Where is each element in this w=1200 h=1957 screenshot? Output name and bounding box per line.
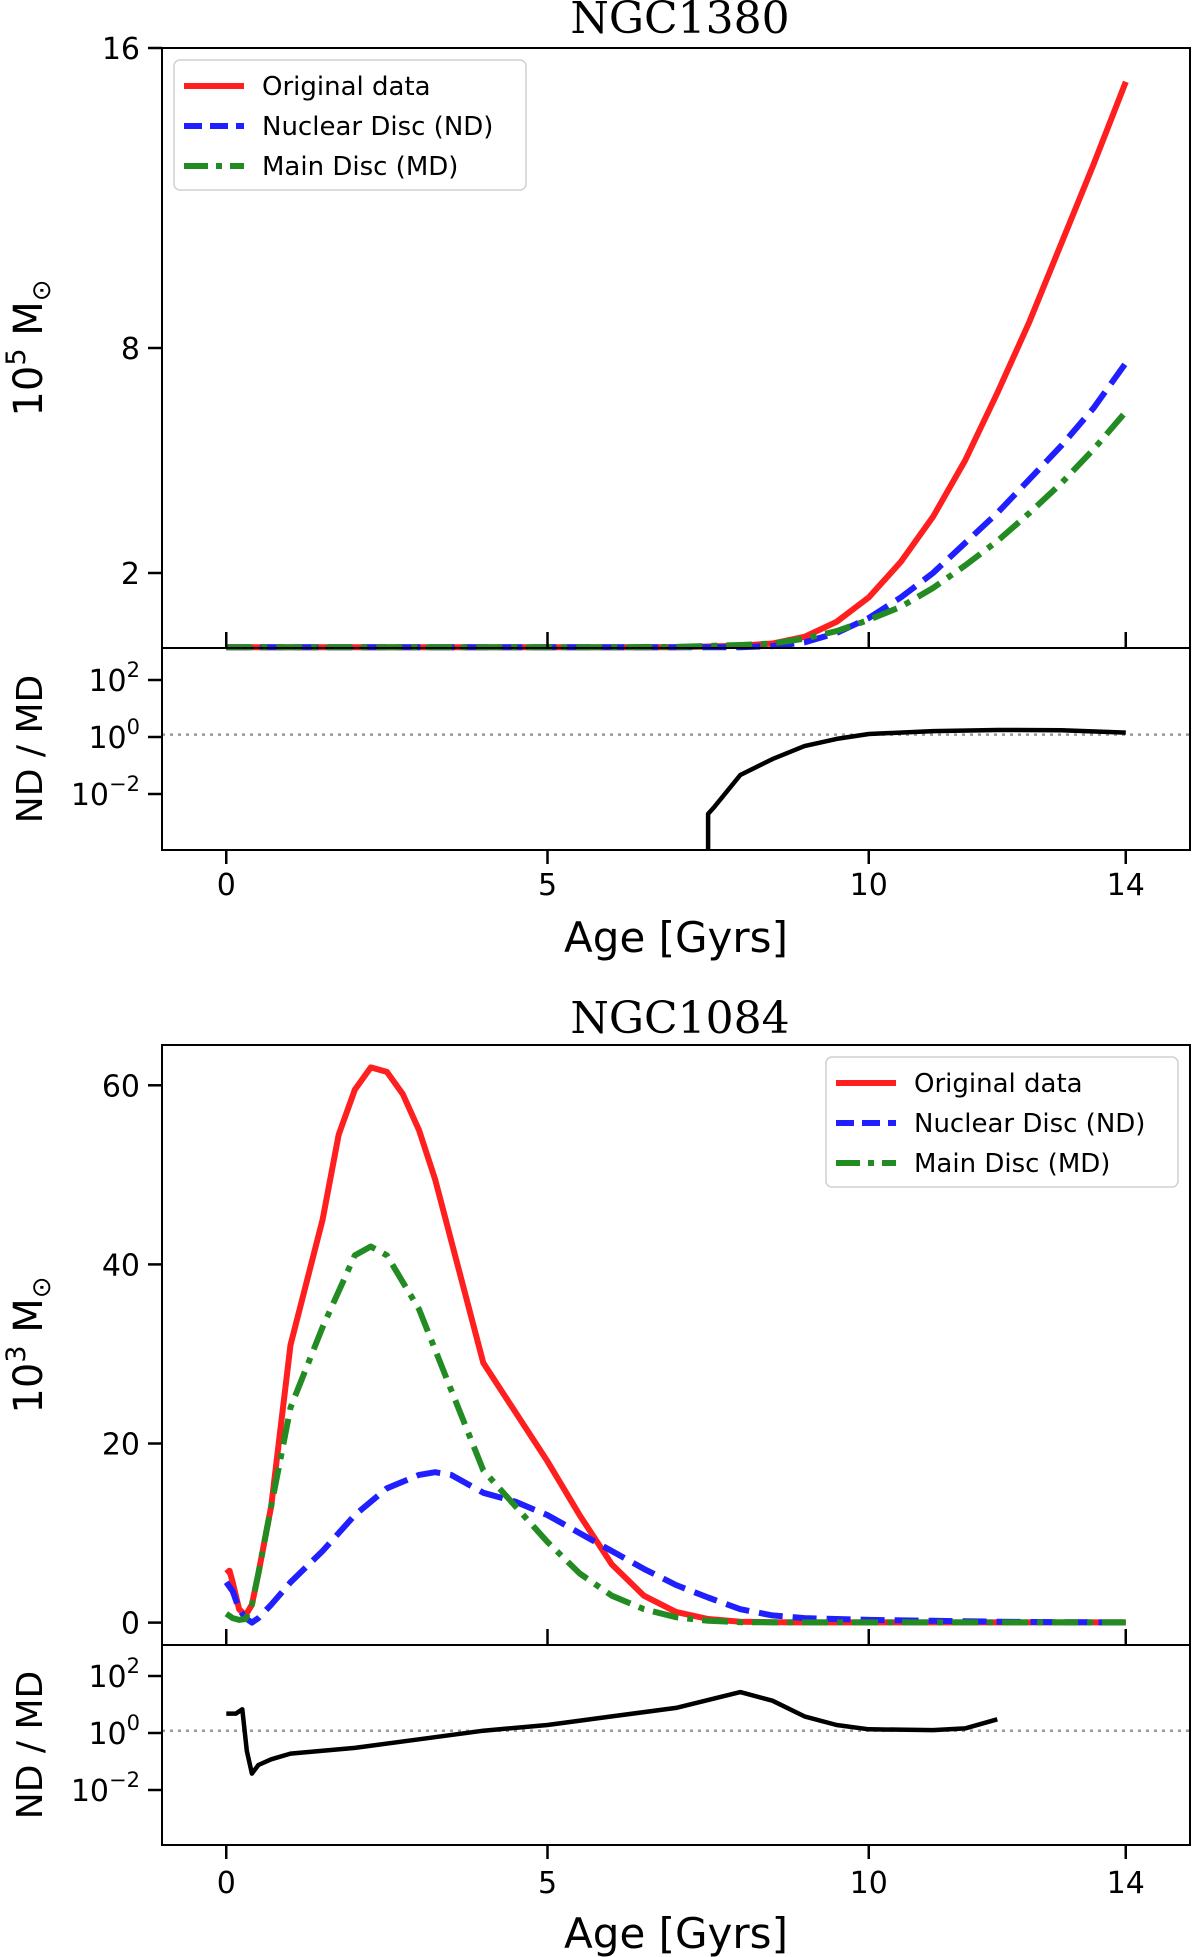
- legend-label-3: Main Disc (MD): [914, 1149, 1110, 1179]
- ratio-y-axis-label: ND / MD: [10, 675, 51, 823]
- y-axis-label-sym: ⊙: [27, 1276, 57, 1298]
- ratio-y-tick-label: 10−2: [71, 1768, 140, 1809]
- x-tick-label: 14: [1107, 868, 1145, 903]
- legend: Original data Nuclear Disc (ND) Main Disc …: [173, 59, 527, 191]
- y-axis-label-exp: 5: [1, 348, 32, 365]
- legend-box: [173, 59, 527, 191]
- ratio-y-tick-exp: 0: [127, 715, 140, 739]
- y-axis-label-unit: M: [6, 301, 52, 348]
- x-axis-label: Age [Gyrs]: [564, 1909, 788, 1957]
- y-axis-label-sym: ⊙: [27, 279, 57, 301]
- series-lines: [223, 1064, 1126, 1626]
- ratio-y-tick-exp: 2: [127, 1654, 140, 1678]
- y-tick-label: 40: [102, 1248, 140, 1283]
- y-axis-label: 103 M⊙: [1, 1276, 57, 1413]
- legend: Original data Nuclear Disc (ND) Main Disc …: [825, 1056, 1179, 1188]
- ratio-y-tick-label: 100: [88, 1711, 140, 1752]
- x-tick-label: 10: [850, 868, 888, 903]
- ratio-y-tick-base: 10: [88, 721, 126, 756]
- y-axis-label-base: 10: [6, 366, 52, 417]
- y-axis-label: 105 M⊙: [1, 279, 57, 416]
- series-line-2: [226, 361, 1129, 651]
- ratio-y-tick-base: 10: [71, 1774, 109, 1809]
- ratio-y-tick-label: 102: [88, 1654, 140, 1695]
- legend-label-1: Original data: [262, 72, 431, 102]
- legend-label-2: Nuclear Disc (ND): [262, 112, 493, 142]
- y-axis-label-base: 10: [6, 1363, 52, 1414]
- legend-label-3: Main Disc (MD): [262, 152, 458, 182]
- x-axis-label: Age [Gyrs]: [564, 913, 788, 962]
- y-tick-label: 0: [121, 1607, 140, 1642]
- ratio-line: [705, 727, 1126, 850]
- ratio-y-tick-exp: 0: [127, 1711, 140, 1735]
- ratio-y-tick-exp: −2: [109, 772, 140, 796]
- ratio-y-tick-base: 10: [88, 1717, 126, 1752]
- ratio-y-tick-base: 10: [88, 664, 126, 699]
- legend-label-1: Original data: [914, 1069, 1083, 1099]
- x-tick-label: 10: [850, 1866, 888, 1901]
- series-line-3: [224, 1243, 1126, 1626]
- series-line-2: [223, 1469, 1126, 1626]
- legend-label-2: Nuclear Disc (ND): [914, 1109, 1145, 1139]
- ratio-y-tick-label: 100: [88, 715, 140, 756]
- y-axis-label-exp: 3: [1, 1345, 32, 1362]
- ratio-y-axis-label: ND / MD: [10, 1671, 51, 1819]
- legend-box: [825, 1056, 1179, 1188]
- x-tick-label: 0: [217, 1866, 236, 1901]
- ratio-y-tick-base: 10: [71, 778, 109, 813]
- ratio-line: [226, 1689, 998, 1776]
- y-tick-label: 8: [121, 332, 140, 367]
- y-tick-label: 20: [102, 1428, 140, 1463]
- ratio-panel-frame: [161, 1644, 1191, 1846]
- x-tick-label: 5: [538, 1866, 557, 1901]
- x-tick-label: 14: [1107, 1866, 1145, 1901]
- ratio-y-tick-label: 10−2: [71, 772, 140, 813]
- y-axis-label-unit: M: [6, 1298, 52, 1345]
- chart-title: NGC1380: [570, 0, 789, 44]
- ratio-panel-frame: [161, 647, 1191, 851]
- ratio-y-tick-exp: 2: [127, 658, 140, 682]
- ratio-y-tick-base: 10: [88, 1660, 126, 1695]
- series-line-3: [226, 409, 1129, 651]
- series-line-1: [224, 1064, 1126, 1626]
- ratio-y-tick-label: 102: [88, 658, 140, 699]
- y-tick-label: 2: [121, 557, 140, 592]
- ratio-y-tick-exp: −2: [109, 1768, 140, 1792]
- y-tick-label: 16: [102, 32, 140, 67]
- y-tick-label: 60: [102, 1069, 140, 1104]
- x-tick-label: 0: [217, 868, 236, 903]
- x-tick-label: 5: [538, 868, 557, 903]
- chart-title: NGC1084: [570, 993, 789, 1044]
